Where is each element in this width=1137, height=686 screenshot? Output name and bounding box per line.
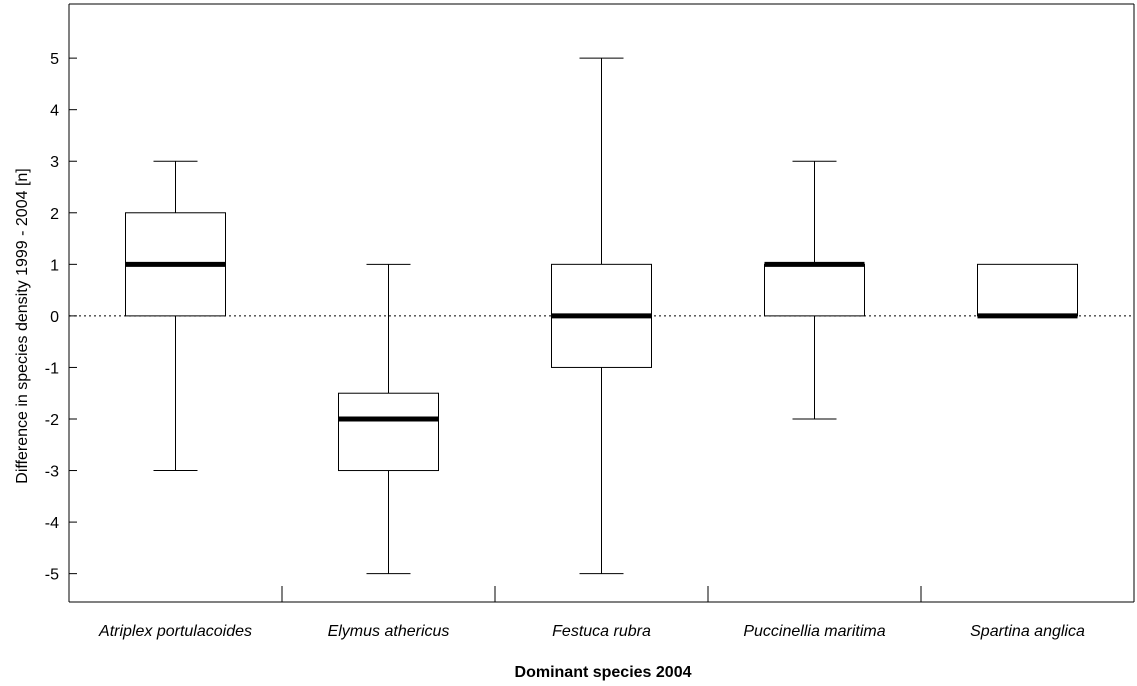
box-plot-item xyxy=(764,160,865,420)
y-tick-label: -5 xyxy=(45,567,59,584)
y-tick-label: 2 xyxy=(50,206,59,223)
plot-frame xyxy=(68,3,1135,603)
box-iqr xyxy=(338,392,439,472)
y-tick-label: 4 xyxy=(50,103,59,120)
x-tick-label: Atriplex portulacoides xyxy=(98,623,252,640)
box-plot-item xyxy=(977,263,1078,319)
x-tick-label: Festuca rubra xyxy=(552,623,651,640)
y-tick-label: 1 xyxy=(50,257,59,274)
x-tick-label: Spartina anglica xyxy=(970,623,1085,640)
y-tick-label: -3 xyxy=(45,464,59,481)
box-iqr xyxy=(764,263,865,317)
box-plot-item xyxy=(125,160,226,472)
x-axis-title: Dominant species 2004 xyxy=(515,664,692,681)
y-tick-label: -2 xyxy=(45,412,59,429)
box-plot-item xyxy=(551,57,652,575)
y-axis-ticks: 5 4 3 2 1 0 -1 -2 -3 -4 -5 xyxy=(45,51,77,584)
y-axis-title: Difference in species density 1999 - 200… xyxy=(14,168,31,483)
y-tick-label: 3 xyxy=(50,154,59,171)
y-tick-label: -4 xyxy=(45,515,59,532)
box-plot-item xyxy=(338,263,439,575)
x-axis-ticks: Atriplex portulacoides Elymus athericus Fe… xyxy=(98,586,1085,640)
y-tick-label: -1 xyxy=(45,360,59,377)
y-tick-label: 5 xyxy=(50,51,59,68)
x-tick-label: Elymus athericus xyxy=(328,623,450,640)
x-tick-label: Puccinellia maritima xyxy=(743,623,885,640)
box-iqr xyxy=(977,263,1078,317)
y-tick-label: 0 xyxy=(50,309,59,326)
boxes xyxy=(125,57,1078,575)
